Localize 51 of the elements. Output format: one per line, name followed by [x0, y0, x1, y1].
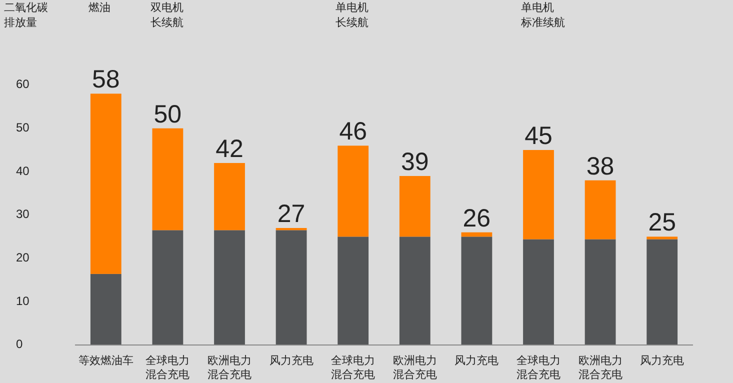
total-label: 26 [462, 204, 491, 232]
bar [152, 230, 184, 345]
x-tick-label: 风力充电 [454, 354, 499, 367]
bar [276, 230, 307, 345]
x-tick-label: 欧洲电力混合充电 [208, 354, 252, 381]
bar [646, 236, 678, 240]
x-tick-label: 欧洲电力混合充电 [392, 354, 437, 381]
y-axis-title: 二氧化碳排放量 [4, 2, 48, 29]
text: 单电机长续航 [336, 1, 369, 29]
total-label: 45 [524, 122, 552, 150]
total-label: 25 [648, 208, 676, 237]
y-tick-label: 10 [16, 294, 30, 308]
total-label: 46 [339, 118, 368, 146]
text: 单电机标准续航 [520, 1, 566, 29]
total-label: 58 [92, 66, 120, 94]
y-tick-label: 50 [16, 120, 30, 135]
bar [523, 239, 554, 345]
bar [338, 236, 369, 345]
total-label: 50 [154, 100, 182, 128]
bar [584, 239, 616, 345]
bar [461, 232, 492, 237]
x-tick-label: 等效燃油车 [78, 354, 134, 367]
bar [646, 239, 678, 345]
x-tick-label: 欧洲电力混合充电 [578, 354, 622, 381]
bar [214, 230, 245, 345]
y-tick-label: 30 [16, 207, 30, 222]
y-tick-label: 0 [16, 337, 23, 352]
bar [461, 236, 492, 345]
bar [399, 176, 430, 237]
x-tick-label: 全球电力混合充电 [331, 354, 376, 381]
bar [90, 94, 122, 274]
x-tick-label: 风力充电 [269, 354, 314, 367]
bar [152, 128, 184, 230]
text: 双电机长续航 [150, 1, 184, 29]
bar [399, 236, 430, 345]
text: 燃油 [88, 1, 110, 14]
x-tick-label: 全球电力混合充电 [146, 354, 190, 381]
bar [90, 274, 122, 345]
total-label: 38 [586, 152, 614, 180]
bar [214, 163, 245, 230]
x-tick-label: 风力充电 [640, 354, 684, 367]
bar [584, 180, 616, 240]
total-label: 42 [216, 135, 244, 163]
total-label: 27 [277, 200, 306, 228]
y-tick-label: 40 [16, 164, 30, 178]
bar [523, 150, 554, 240]
x-tick-label: 全球电力混合充电 [516, 354, 560, 381]
bar [338, 146, 369, 237]
y-tick-label: 60 [16, 77, 30, 92]
total-label: 39 [400, 148, 429, 176]
y-tick-label: 20 [16, 250, 30, 265]
